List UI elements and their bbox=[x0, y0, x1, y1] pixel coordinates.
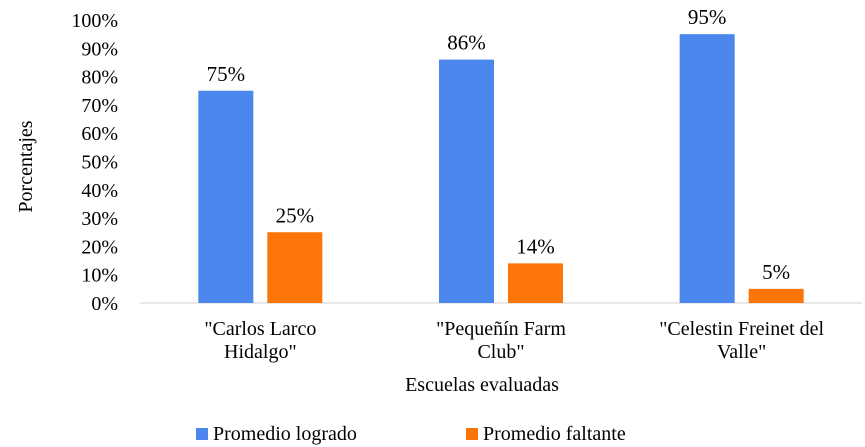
bars bbox=[198, 34, 804, 304]
data-label: 75% bbox=[207, 62, 246, 86]
data-label: 95% bbox=[688, 5, 727, 29]
category-label: "Pequeñín Farm bbox=[436, 318, 566, 340]
legend-label: Promedio faltante bbox=[483, 423, 626, 445]
y-axis-title: Porcentajes bbox=[15, 120, 37, 212]
y-tick-label: 100% bbox=[71, 10, 118, 32]
legend-label: Promedio logrado bbox=[213, 423, 357, 445]
legend-swatch bbox=[196, 428, 208, 440]
y-tick-label: 50% bbox=[81, 152, 118, 174]
category-label: Hidalgo" bbox=[224, 341, 297, 363]
y-tick-label: 0% bbox=[91, 293, 118, 315]
y-tick-label: 10% bbox=[81, 265, 118, 287]
category-label: "Carlos Larco bbox=[204, 318, 316, 340]
legend-swatch bbox=[466, 428, 478, 440]
y-tick-label: 40% bbox=[81, 180, 118, 202]
y-tick-label: 30% bbox=[81, 208, 118, 230]
data-label: 14% bbox=[516, 234, 555, 258]
data-label: 86% bbox=[447, 31, 486, 55]
y-tick-label: 80% bbox=[81, 67, 118, 89]
category-label: Valle" bbox=[717, 341, 766, 363]
data-labels: 75% 86% 95% 25% 14% 5% bbox=[207, 5, 791, 284]
category-label: "Celestin Freinet del bbox=[659, 318, 824, 340]
bar-faltante bbox=[748, 288, 804, 303]
bar-logrado bbox=[679, 34, 735, 304]
y-tick-label: 20% bbox=[81, 236, 118, 258]
category-label: Club" bbox=[477, 341, 524, 363]
data-label: 5% bbox=[762, 260, 790, 284]
bar-logrado bbox=[439, 59, 494, 304]
x-axis-title: Escuelas evaluadas bbox=[405, 374, 559, 396]
bar-faltante bbox=[508, 263, 563, 303]
y-tick-label: 90% bbox=[81, 38, 118, 60]
legend: Promedio logrado Promedio faltante bbox=[196, 423, 626, 445]
bar-logrado bbox=[198, 90, 254, 303]
y-tick-label: 70% bbox=[81, 95, 118, 117]
y-axis-ticks: 0% 10% 20% 30% 40% 50% 60% 70% 80% 90% 100% bbox=[71, 10, 118, 315]
y-tick-label: 60% bbox=[81, 123, 118, 145]
data-label: 25% bbox=[276, 203, 315, 227]
bar-faltante bbox=[267, 232, 323, 303]
